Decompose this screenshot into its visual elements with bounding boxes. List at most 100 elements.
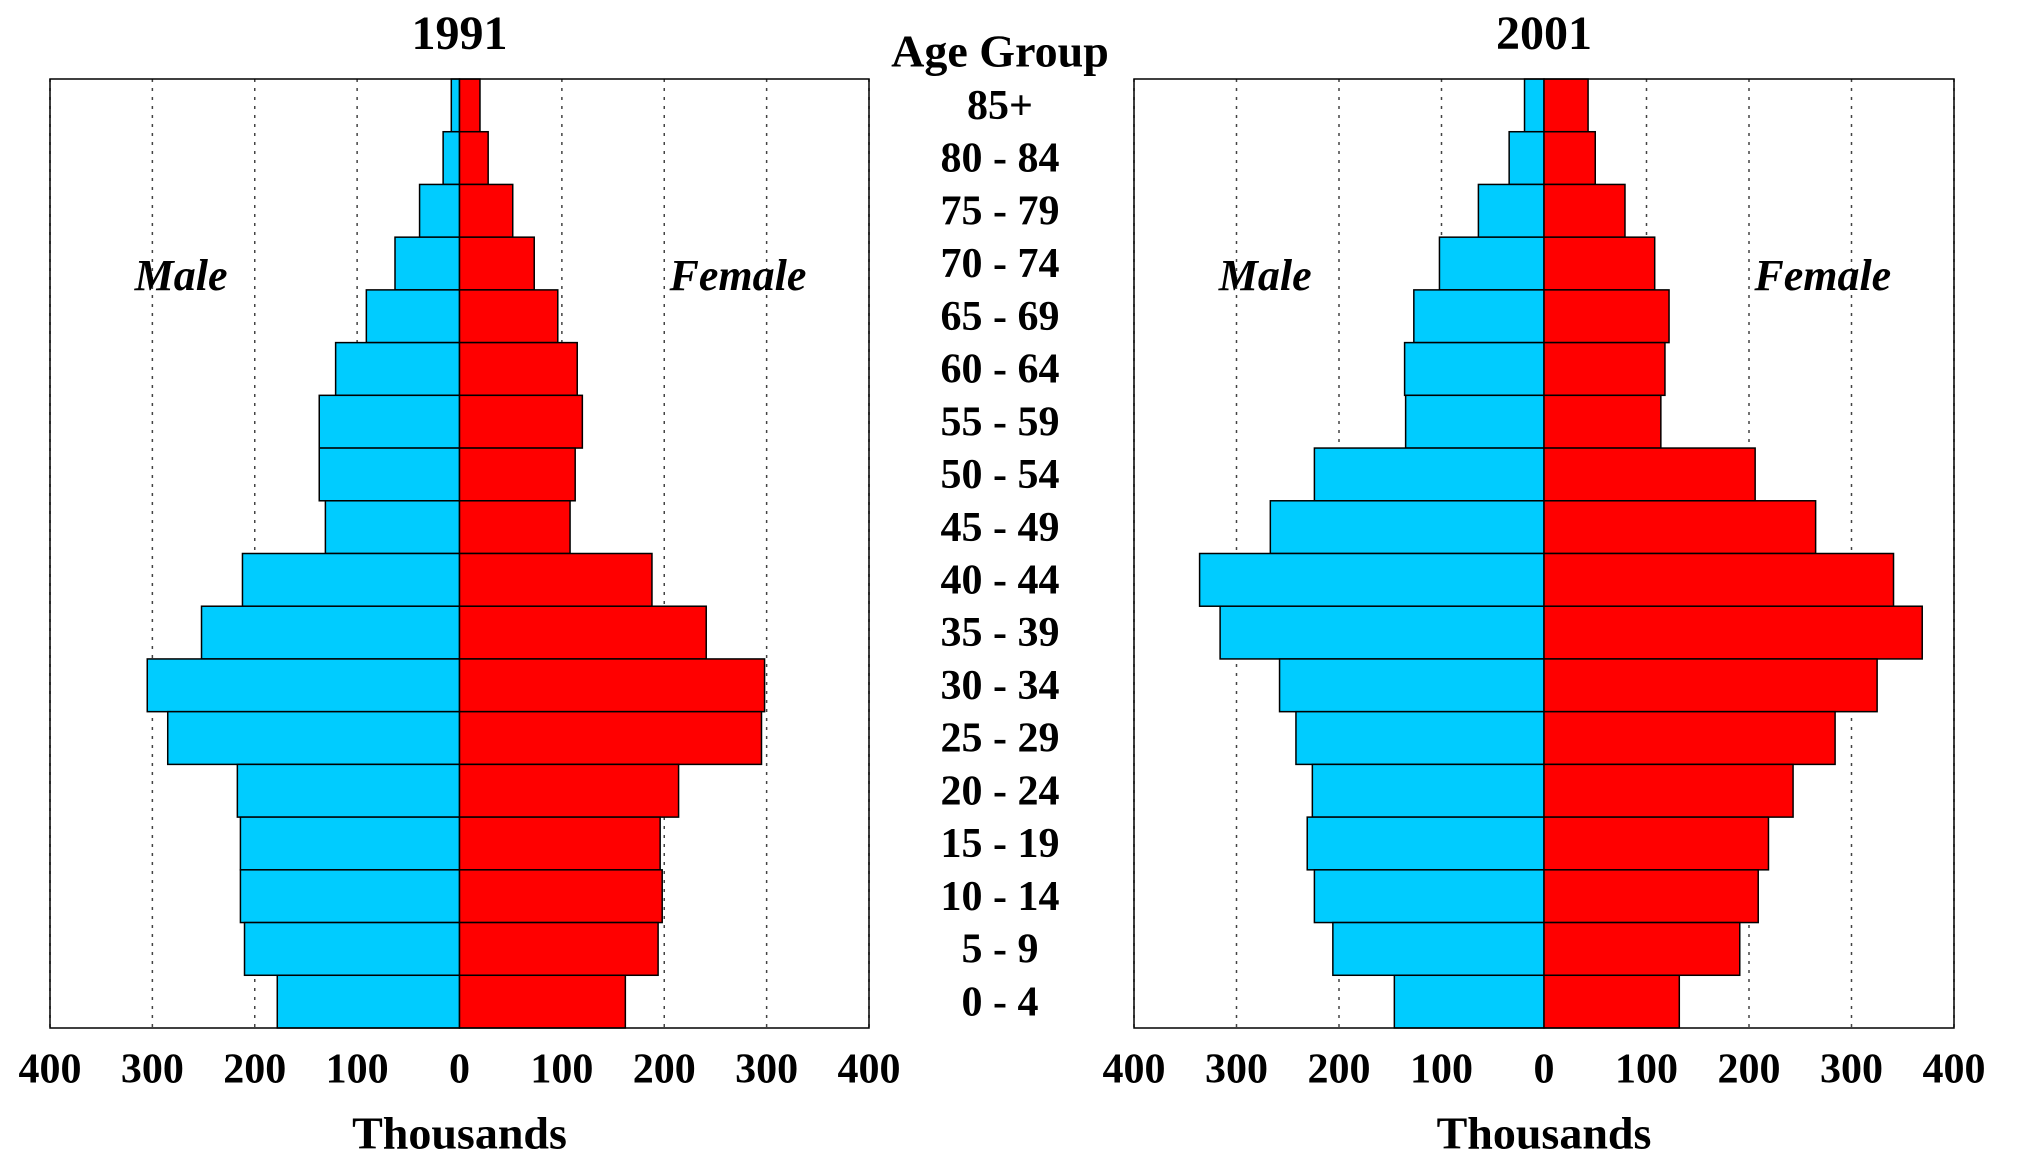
bar	[239, 816, 461, 871]
age-group-label: 70 - 74	[941, 241, 1060, 287]
bar	[1543, 341, 1666, 397]
x-tick-label: 300	[121, 1047, 184, 1093]
bar	[1543, 236, 1656, 291]
bar	[1313, 447, 1545, 502]
bar	[239, 869, 461, 924]
plot-frame	[1133, 78, 1955, 1029]
bar	[1508, 130, 1545, 186]
bar	[1332, 921, 1545, 977]
bar	[1543, 816, 1770, 871]
bar	[1403, 341, 1545, 397]
bar	[1543, 289, 1670, 344]
age-group-label: 65 - 69	[941, 294, 1060, 340]
bar	[200, 605, 461, 660]
age-group-label: 45 - 49	[941, 505, 1060, 551]
bar	[334, 341, 461, 397]
bar	[1311, 763, 1545, 818]
bar	[458, 974, 627, 1029]
bar	[458, 78, 481, 133]
bar	[1393, 974, 1545, 1029]
bar	[1543, 658, 1878, 713]
age-group-label: 75 - 79	[941, 188, 1060, 234]
bar	[318, 394, 461, 449]
bar	[365, 289, 461, 344]
bar	[1219, 605, 1545, 660]
bar	[243, 921, 461, 977]
age-group-label: 35 - 39	[941, 610, 1060, 656]
bar	[1269, 500, 1545, 555]
age-group-label: 40 - 44	[941, 558, 1060, 604]
x-tick-label: 200	[1308, 1047, 1371, 1093]
x-axis-title: Thousands	[1437, 1108, 1652, 1158]
bar	[146, 658, 461, 713]
bar	[458, 183, 514, 238]
bar	[418, 183, 461, 238]
bar	[1543, 78, 1589, 133]
x-tick-label: 400	[19, 1047, 82, 1093]
age-group-label: 0 - 4	[962, 979, 1039, 1025]
age-group-label: 60 - 64	[941, 347, 1060, 393]
bar	[1413, 289, 1545, 344]
legend-label: Male	[1218, 251, 1312, 300]
x-axis-title: Thousands	[352, 1108, 567, 1158]
bar	[1543, 447, 1756, 502]
bar	[1477, 183, 1545, 238]
bar	[1306, 816, 1545, 871]
bar	[318, 447, 461, 502]
bar	[458, 921, 659, 977]
bar	[458, 341, 578, 397]
bar	[1543, 974, 1681, 1029]
age-axis-title: Age Group	[891, 26, 1109, 77]
bar	[1313, 869, 1545, 924]
x-tick-label: 200	[633, 1047, 696, 1093]
bar	[458, 447, 576, 502]
bar	[1295, 710, 1545, 766]
bar	[1278, 658, 1545, 713]
panel-title: 1991	[412, 7, 508, 60]
bar	[1438, 236, 1545, 291]
bar	[241, 552, 461, 607]
x-tick-label: 400	[838, 1047, 901, 1093]
age-group-label: 5 - 9	[962, 927, 1039, 973]
bar	[458, 658, 766, 713]
bar	[1198, 552, 1545, 607]
age-group-label: 80 - 84	[941, 136, 1060, 182]
bar	[1543, 500, 1817, 555]
bar	[1543, 183, 1626, 238]
x-tick-label: 400	[1923, 1047, 1986, 1093]
x-tick-label: 300	[735, 1047, 798, 1093]
bar	[1543, 710, 1836, 766]
bar	[458, 552, 653, 607]
bar	[458, 710, 763, 766]
bar	[236, 763, 461, 818]
bar	[1523, 78, 1545, 133]
x-tick-label: 200	[1718, 1047, 1781, 1093]
bar	[1543, 394, 1662, 449]
bar	[458, 816, 661, 871]
age-group-label: 55 - 59	[941, 399, 1060, 445]
bar	[458, 763, 680, 818]
legend-label: Female	[1753, 251, 1891, 300]
bar	[458, 236, 535, 291]
bar	[1543, 763, 1794, 818]
bar	[458, 605, 707, 660]
x-tick-label: 400	[1103, 1047, 1166, 1093]
bar	[1543, 552, 1895, 607]
bar	[166, 710, 461, 766]
bar	[442, 130, 461, 186]
x-tick-label: 300	[1205, 1047, 1268, 1093]
x-tick-label: 100	[530, 1047, 593, 1093]
bar	[450, 78, 461, 133]
bar	[458, 500, 571, 555]
bar	[1543, 921, 1741, 977]
legend-label: Male	[134, 251, 228, 300]
bar	[458, 130, 489, 186]
bar	[458, 394, 584, 449]
bar	[1543, 869, 1759, 924]
age-group-label: 85+	[967, 83, 1033, 129]
bar	[1404, 394, 1545, 449]
x-tick-label: 100	[1615, 1047, 1678, 1093]
bar	[1543, 130, 1596, 186]
legend-label: Female	[669, 251, 807, 300]
